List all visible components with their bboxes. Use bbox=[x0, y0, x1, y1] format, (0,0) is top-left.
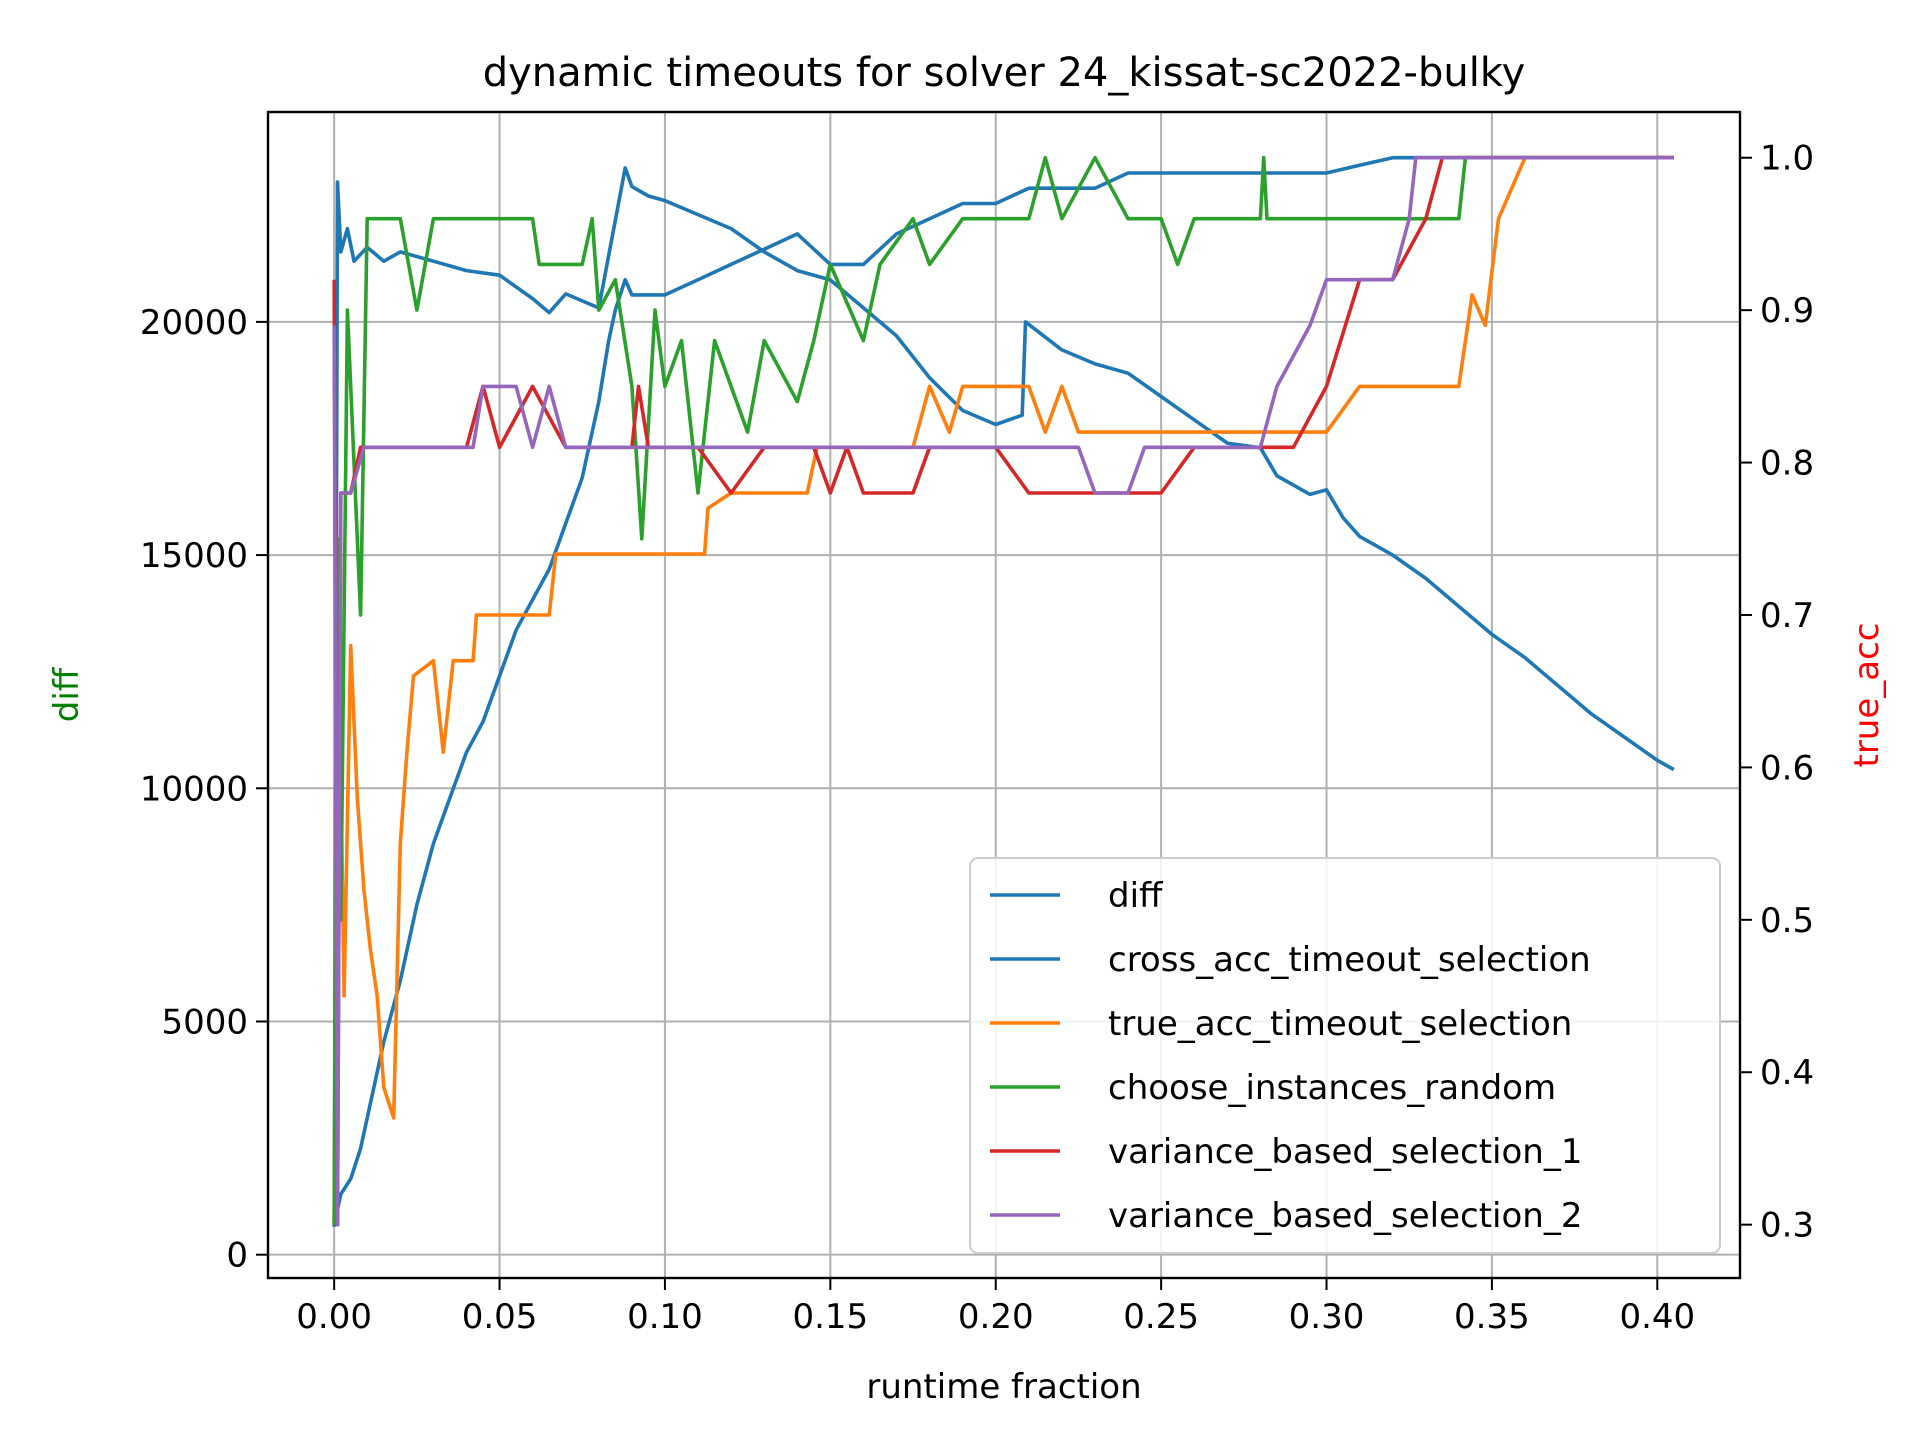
x-tick-label: 0.05 bbox=[462, 1297, 538, 1337]
left-y-tick-label: 20000 bbox=[140, 303, 248, 343]
x-tick-label: 0.40 bbox=[1619, 1297, 1695, 1337]
series-line-true-acc-timeout-selection bbox=[332, 155, 1674, 1225]
legend-entry: choose_instances_random bbox=[990, 1068, 1556, 1108]
left-y-tick-label: 0 bbox=[226, 1236, 248, 1276]
x-tick-label: 0.25 bbox=[1123, 1297, 1199, 1337]
left-y-tick-label: 10000 bbox=[140, 769, 248, 809]
right-y-tick-label: 1.0 bbox=[1760, 139, 1814, 179]
right-y-tick-label: 0.5 bbox=[1760, 901, 1814, 941]
legend: diff cross_acc_timeout_selection true_acc_… bbox=[969, 857, 1721, 1254]
left-y-tick-label: 5000 bbox=[161, 1002, 248, 1042]
x-tick-label: 0.30 bbox=[1289, 1297, 1365, 1337]
series-line-choose-instances-random bbox=[332, 155, 1674, 1225]
legend-entry: cross_acc_timeout_selection bbox=[990, 940, 1591, 980]
chart-title: dynamic timeouts for solver 24_kissat-sc… bbox=[483, 50, 1526, 96]
series-line-cross-acc-timeout-selection bbox=[332, 155, 1674, 1226]
legend-entry: variance_based_selection_2 bbox=[990, 1196, 1582, 1236]
x-tick-label: 0.00 bbox=[296, 1297, 372, 1337]
legend-box bbox=[969, 857, 1721, 1254]
right-y-axis-ticks: 0.3 0.4 0.5 0.6 0.7 0.8 0.9 1.0 bbox=[1740, 139, 1814, 1246]
series-line-variance-based-selection-2 bbox=[332, 155, 1674, 1227]
legend-label: cross_acc_timeout_selection bbox=[1108, 940, 1591, 980]
right-y-tick-label: 0.9 bbox=[1760, 291, 1814, 331]
right-y-axis-title: true_acc bbox=[1847, 623, 1887, 768]
legend-entry: variance_based_selection_1 bbox=[990, 1132, 1582, 1172]
legend-entries: diff cross_acc_timeout_selection true_acc_… bbox=[990, 876, 1591, 1236]
right-y-tick-label: 0.4 bbox=[1760, 1053, 1814, 1093]
x-tick-label: 0.15 bbox=[792, 1297, 868, 1337]
legend-entry: true_acc_timeout_selection bbox=[990, 1004, 1572, 1044]
right-y-tick-label: 0.7 bbox=[1760, 596, 1814, 636]
series-lines bbox=[332, 155, 1675, 1227]
left-y-axis-title: diff bbox=[47, 666, 87, 722]
right-y-tick-label: 0.6 bbox=[1760, 748, 1814, 788]
left-y-tick-label: 15000 bbox=[140, 536, 248, 576]
legend-label: diff bbox=[1108, 876, 1164, 916]
series-line-diff bbox=[332, 166, 1675, 1227]
x-axis-ticks: 0.00 0.05 0.10 0.15 0.20 0.25 0.30 0.35 0.40 bbox=[296, 1278, 1695, 1337]
legend-label: choose_instances_random bbox=[1108, 1068, 1556, 1108]
right-y-tick-label: 0.3 bbox=[1760, 1206, 1814, 1246]
legend-entry: diff bbox=[990, 876, 1164, 916]
x-tick-label: 0.20 bbox=[958, 1297, 1034, 1337]
x-tick-label: 0.10 bbox=[627, 1297, 703, 1337]
x-axis-title: runtime fraction bbox=[866, 1367, 1141, 1407]
legend-label: variance_based_selection_2 bbox=[1108, 1196, 1582, 1236]
legend-label: true_acc_timeout_selection bbox=[1108, 1004, 1572, 1044]
left-y-axis-ticks: 0 5000 10000 15000 20000 bbox=[140, 303, 268, 1276]
plot-frame bbox=[266, 110, 1742, 1280]
right-y-tick-label: 0.8 bbox=[1760, 444, 1814, 484]
legend-label: variance_based_selection_1 bbox=[1108, 1132, 1582, 1172]
x-tick-label: 0.35 bbox=[1454, 1297, 1530, 1337]
